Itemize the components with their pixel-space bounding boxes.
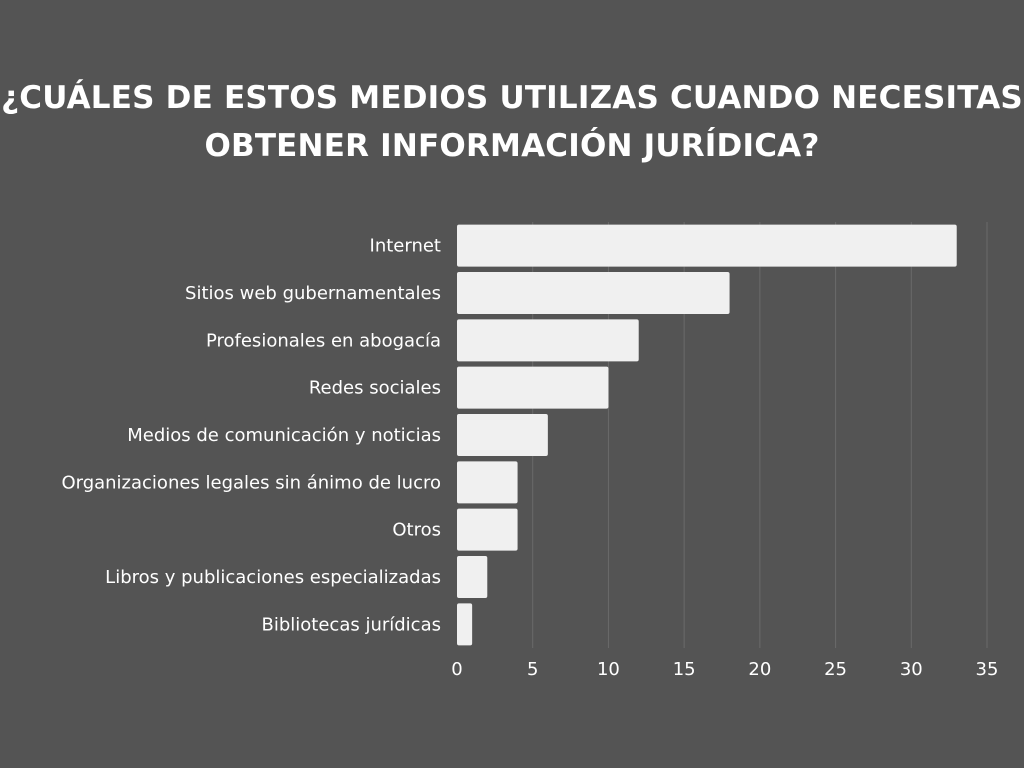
bars (457, 224, 957, 646)
x-tick-label: 30 (900, 659, 923, 680)
x-tick-label: 15 (673, 659, 696, 680)
category-label: Redes sociales (309, 378, 441, 399)
category-label: Libros y publicaciones especializadas (105, 567, 441, 588)
x-tick-label: 5 (527, 659, 538, 680)
x-tick-labels: 0 5 10 15 20 25 30 35 (451, 659, 998, 680)
category-labels: Internet Sitios web gubernamentales Profes… (61, 236, 441, 636)
bar (457, 603, 473, 646)
category-label: Medios de comunicación y noticias (127, 425, 441, 446)
category-label: Organizaciones legales sin ánimo de lucr… (61, 472, 441, 493)
bar (457, 272, 730, 314)
category-label: Otros (392, 520, 441, 541)
x-tick-label: 10 (597, 659, 620, 680)
bar (457, 319, 639, 362)
x-tick-label: 25 (824, 659, 847, 680)
bar (457, 366, 609, 409)
chart-title: ¿CUÁLES DE ESTOS MEDIOS UTILIZAS CUANDO … (0, 74, 1024, 170)
bar (457, 414, 548, 456)
x-tick-label: 35 (976, 659, 999, 680)
x-tick-label: 20 (748, 659, 771, 680)
bar (457, 461, 518, 504)
category-label: Bibliotecas jurídicas (262, 614, 442, 635)
category-label: Sitios web gubernamentales (185, 283, 441, 304)
x-tick-label: 0 (451, 659, 462, 680)
category-label: Profesionales en abogacía (206, 330, 441, 351)
category-label: Internet (370, 236, 441, 257)
bar (457, 556, 488, 598)
chart-title-line-2: OBTENER INFORMACIÓN JURÍDICA? (204, 128, 820, 164)
bar (457, 508, 518, 551)
chart-title-line-1: ¿CUÁLES DE ESTOS MEDIOS UTILIZAS CUANDO … (1, 80, 1023, 116)
bar (457, 224, 957, 267)
